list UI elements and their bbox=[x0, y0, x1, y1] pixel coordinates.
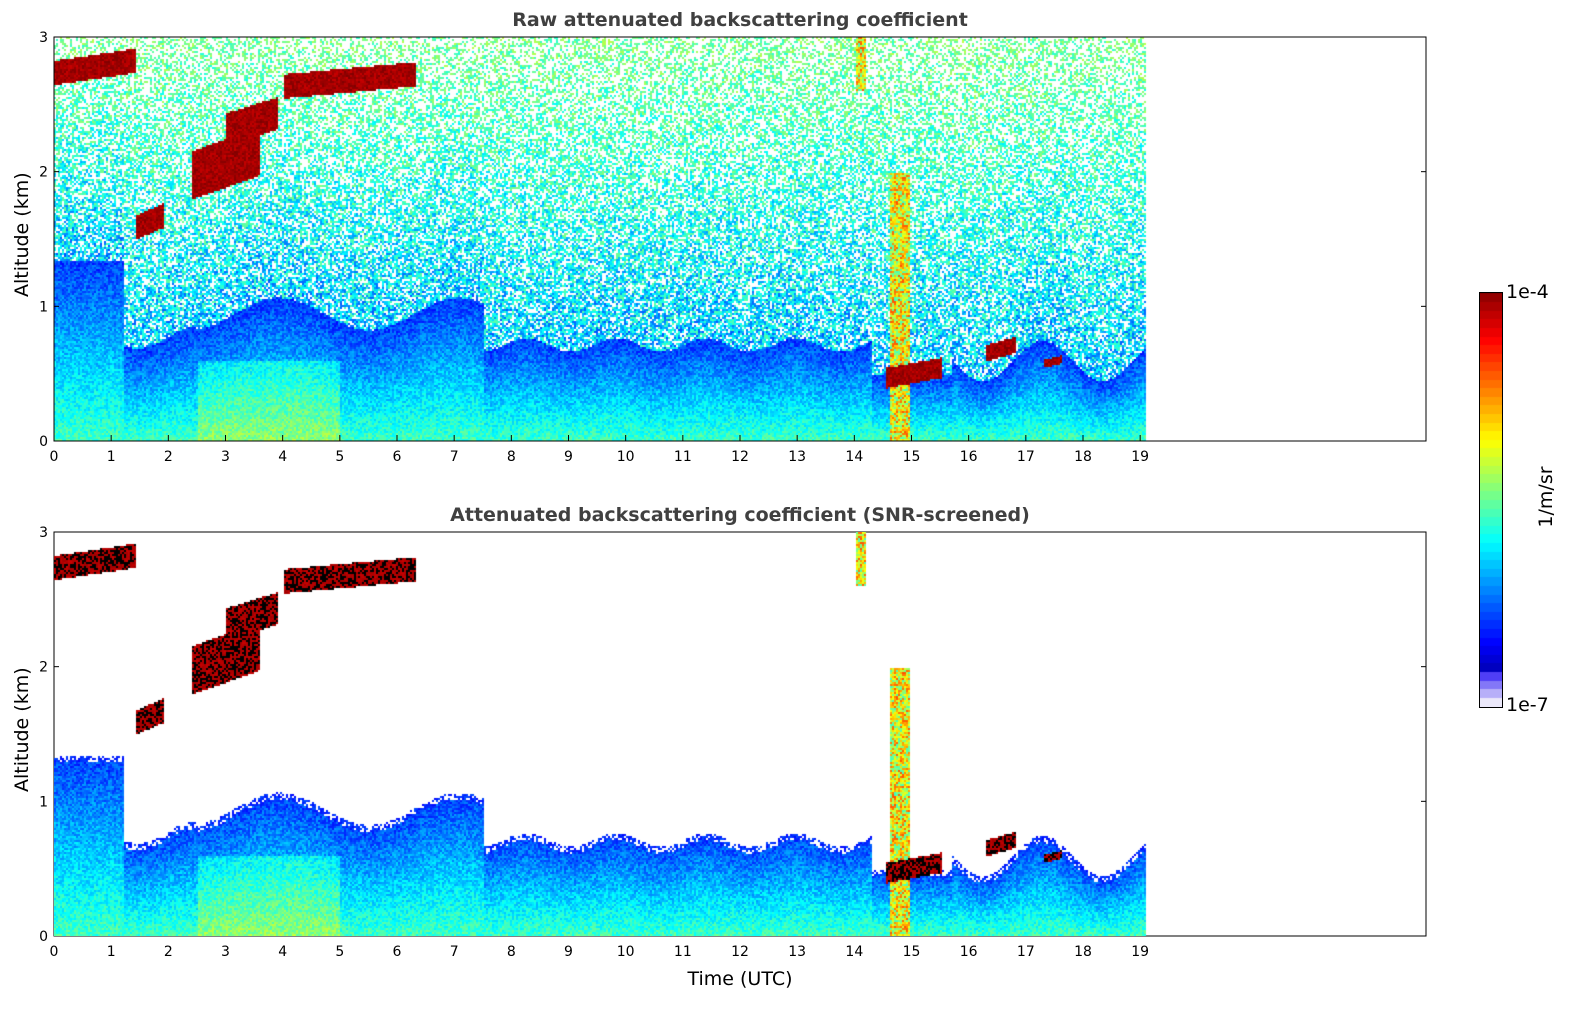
panel-2-xtick-label: 9 bbox=[564, 944, 573, 960]
colorbar-unit-label: 1/m/sr bbox=[1535, 466, 1557, 528]
panel-2-xtick-label: 6 bbox=[393, 944, 402, 960]
panel-2-xtick-label: 18 bbox=[1074, 944, 1092, 960]
panel-1-xtick-label: 10 bbox=[617, 449, 635, 465]
panel-1-xtick-label: 14 bbox=[845, 449, 863, 465]
panel-2-xtick-label: 15 bbox=[903, 944, 921, 960]
panel-2-ytick-label: 1 bbox=[39, 794, 48, 810]
panel-2-xtick-label: 19 bbox=[1131, 944, 1149, 960]
panel-1-xtick-label: 7 bbox=[450, 449, 459, 465]
panel-1-ytick-label: 3 bbox=[39, 30, 48, 46]
panel-2-xtick-label: 4 bbox=[278, 944, 287, 960]
panel-2-title: Attenuated backscattering coefficient (S… bbox=[450, 504, 1030, 526]
panel-2-xtick-label: 3 bbox=[221, 944, 230, 960]
panel-2-ytick-label: 3 bbox=[39, 525, 48, 541]
panel-2-xtick-label: 16 bbox=[960, 944, 978, 960]
panel-1-xtick-label: 19 bbox=[1131, 449, 1149, 465]
panel-1-xtick-label: 6 bbox=[393, 449, 402, 465]
panel-1-xtick-label: 3 bbox=[221, 449, 230, 465]
panel-1-xtick-label: 4 bbox=[278, 449, 287, 465]
panel-1-xtick-label: 5 bbox=[335, 449, 344, 465]
panel-1-ylabel: Altitude (km) bbox=[11, 172, 33, 297]
x-axis-label: Time (UTC) bbox=[687, 968, 793, 990]
panel-2-xtick-label: 10 bbox=[617, 944, 635, 960]
panel-1-heatmap bbox=[54, 37, 1426, 441]
panel-2-xtick-label: 14 bbox=[845, 944, 863, 960]
panel-1-xtick-label: 8 bbox=[507, 449, 516, 465]
panel-1-xtick-label: 1 bbox=[107, 449, 116, 465]
panel-1-xtick-label: 12 bbox=[731, 449, 749, 465]
panel-1-ytick-label: 2 bbox=[39, 165, 48, 181]
colorbar-max-label: 1e-4 bbox=[1506, 281, 1549, 303]
panel-1-ytick-label: 0 bbox=[39, 434, 48, 450]
panel-1-xtick-label: 9 bbox=[564, 449, 573, 465]
panel-2-xtick-label: 7 bbox=[450, 944, 459, 960]
panel-2-xtick-label: 5 bbox=[335, 944, 344, 960]
panel-1-xtick-label: 0 bbox=[50, 449, 59, 465]
panel-1-xtick-label: 17 bbox=[1017, 449, 1035, 465]
panel-2-xtick-label: 17 bbox=[1017, 944, 1035, 960]
panel-2-xtick-label: 11 bbox=[674, 944, 692, 960]
panel-1-xtick-label: 13 bbox=[788, 449, 806, 465]
panel-1-xtick-label: 15 bbox=[903, 449, 921, 465]
colorbar bbox=[1479, 292, 1503, 708]
panel-2-xtick-label: 2 bbox=[164, 944, 173, 960]
panel-1-ytick-label: 1 bbox=[39, 299, 48, 315]
panel-2-xtick-label: 12 bbox=[731, 944, 749, 960]
panel-1-xtick-label: 18 bbox=[1074, 449, 1092, 465]
panel-1-xtick-label: 2 bbox=[164, 449, 173, 465]
panel-2-heatmap bbox=[54, 532, 1426, 936]
panel-2-xtick-label: 1 bbox=[107, 944, 116, 960]
panel-2-ylabel: Altitude (km) bbox=[11, 667, 33, 792]
panel-1-xtick-label: 11 bbox=[674, 449, 692, 465]
colorbar-min-label: 1e-7 bbox=[1506, 694, 1549, 716]
panel-2-xtick-label: 13 bbox=[788, 944, 806, 960]
panel-2-xtick-label: 0 bbox=[50, 944, 59, 960]
panel-2-ytick-label: 2 bbox=[39, 660, 48, 676]
panel-1-title: Raw attenuated backscattering coefficien… bbox=[512, 9, 968, 31]
panel-2-ytick-label: 0 bbox=[39, 929, 48, 945]
panel-2-xtick-label: 8 bbox=[507, 944, 516, 960]
panel-1-xtick-label: 16 bbox=[960, 449, 978, 465]
